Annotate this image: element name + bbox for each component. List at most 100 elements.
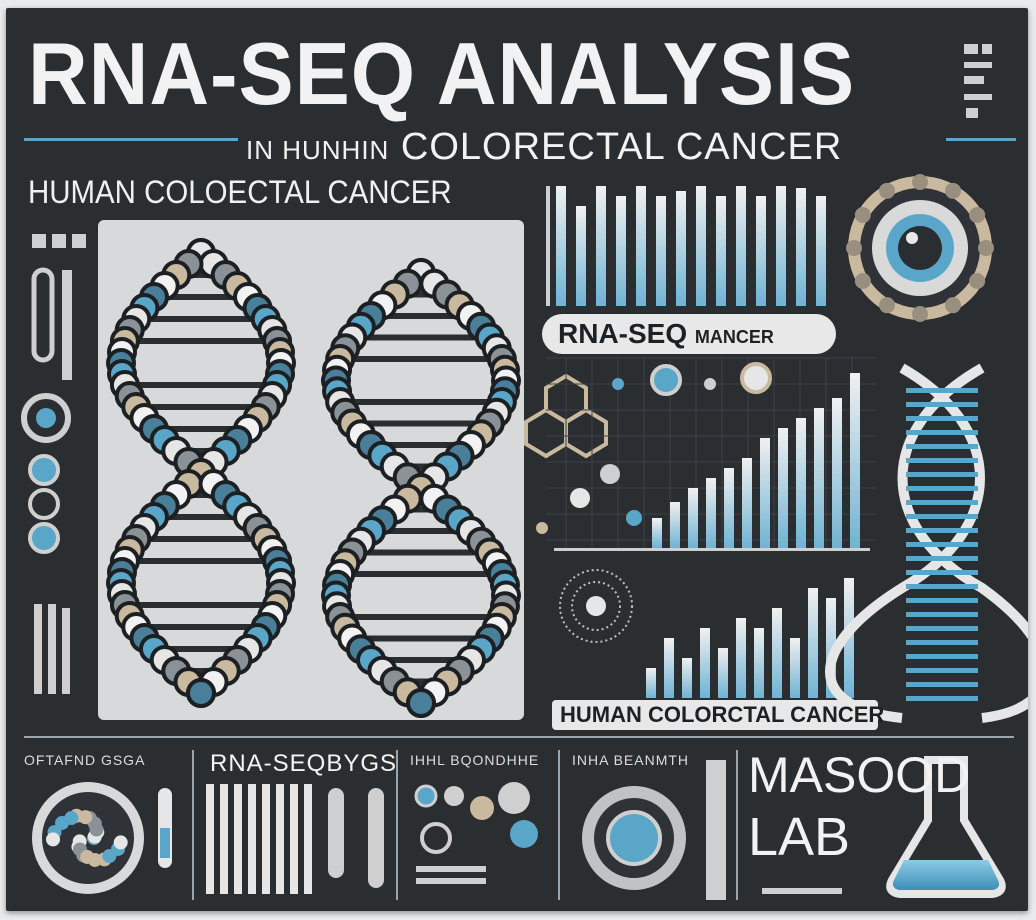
bar (576, 206, 586, 306)
gear-tooth (879, 297, 895, 314)
poster-graphics (21, 44, 1028, 900)
bar (754, 628, 764, 698)
bar (760, 438, 770, 548)
gear-tooth (846, 240, 862, 256)
helix-rung (186, 272, 216, 278)
helix-rung (163, 646, 239, 652)
helix-rung (146, 316, 256, 322)
bottom-label-1: OFTAFND GSGA (24, 752, 146, 768)
bottom-label-2: RNA-SEQBYGS (210, 750, 398, 777)
test-tubes (158, 788, 172, 868)
radial-plot (559, 569, 633, 643)
helix-rung (404, 678, 438, 685)
dna-panel (98, 220, 524, 720)
helix-rung (163, 514, 239, 520)
cell (102, 849, 117, 864)
bar (664, 638, 674, 698)
helix-rung (906, 668, 978, 673)
gear-tooth (969, 207, 986, 223)
helix-rung (906, 612, 978, 617)
helix-rung (362, 635, 480, 642)
bar (206, 784, 214, 894)
helix-rung (906, 640, 978, 645)
bar (248, 784, 256, 894)
gear-tooth (912, 306, 928, 322)
bar (756, 196, 766, 306)
bar (220, 784, 228, 894)
gear-bottom (582, 760, 726, 900)
subtitle-main: COLORECTAL CANCER (400, 126, 843, 168)
bar (700, 628, 710, 698)
bar (688, 488, 698, 548)
bar (736, 618, 746, 698)
helix-rung (186, 448, 216, 454)
helix-rung (350, 614, 492, 620)
gear-tooth (969, 273, 986, 289)
bar (778, 428, 788, 548)
cell (113, 835, 128, 850)
dots-middle (536, 362, 772, 534)
helix-rung (186, 492, 216, 498)
bottom-label-4: INHA BEANMTH (572, 752, 690, 768)
bar (276, 784, 284, 894)
bar (616, 196, 626, 306)
helix-rung (362, 334, 480, 341)
helix-rung (163, 426, 239, 432)
helix-rung (404, 291, 438, 298)
helix-rung (906, 598, 978, 603)
cell (78, 810, 93, 825)
helix-rung (906, 444, 978, 449)
bottom-label-3: IHHL BQONDHHE (410, 752, 540, 768)
left-sidebar-icons (21, 234, 86, 694)
helix-rung (146, 536, 256, 542)
bar (814, 408, 824, 548)
helix-rung (404, 506, 438, 513)
bar (556, 186, 566, 306)
cell (89, 822, 104, 837)
gear-tooth (945, 297, 961, 314)
bar (696, 186, 706, 306)
bar (670, 502, 680, 548)
helix-rung (906, 472, 978, 477)
cell (80, 849, 95, 864)
helix-rung (134, 382, 268, 388)
bar (772, 608, 782, 698)
helix-rung (381, 313, 461, 319)
bar (790, 638, 800, 698)
bar (796, 418, 806, 548)
bar (304, 784, 312, 894)
gear-tooth (879, 182, 895, 199)
helix-rung (350, 399, 492, 405)
poster-subtitle: IN HUNHIN COLORECTAL CANCER (246, 128, 842, 166)
helix-rung (906, 416, 978, 421)
helix-rung (906, 556, 978, 561)
subtitle-prefix: IN HUNHIN (246, 135, 390, 165)
bar (290, 784, 298, 894)
bottom-separators (192, 750, 738, 900)
bar (826, 598, 836, 698)
bar (796, 188, 806, 306)
cell (64, 811, 79, 826)
helix-rung (906, 654, 978, 659)
bar (832, 398, 842, 548)
bar (676, 191, 686, 306)
helix-strand (897, 363, 1028, 723)
bar-chart-bottom (206, 784, 384, 894)
helix-rung (906, 528, 978, 533)
helix-rung (134, 338, 268, 344)
poster-title: RNA-SEQ ANALYSIS (28, 24, 856, 123)
helix-rung (906, 486, 978, 491)
helix-rung (146, 404, 256, 410)
cell-icon (846, 174, 994, 322)
lab-name-line1: MASOOD (748, 747, 971, 803)
bar (716, 196, 726, 306)
bar (652, 518, 662, 548)
center-label: RNA-SEQ MANCER (542, 314, 836, 354)
helix-rung (906, 388, 978, 393)
cell (46, 832, 61, 847)
helix-rung (350, 356, 492, 362)
helix-base (186, 678, 216, 708)
shapes-bottom (414, 782, 538, 884)
dna-helix-right (825, 363, 1028, 723)
bar (816, 196, 826, 306)
